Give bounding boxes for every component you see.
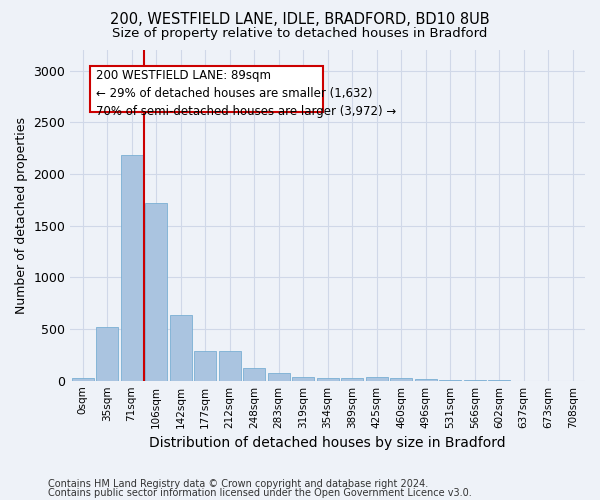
- Text: Size of property relative to detached houses in Bradford: Size of property relative to detached ho…: [112, 28, 488, 40]
- Bar: [415, 378, 437, 380]
- Bar: [145, 203, 167, 380]
- Bar: [71, 378, 94, 380]
- Bar: [194, 351, 216, 380]
- Text: Contains HM Land Registry data © Crown copyright and database right 2024.: Contains HM Land Registry data © Crown c…: [48, 479, 428, 489]
- Bar: [317, 378, 338, 380]
- Bar: [292, 376, 314, 380]
- Bar: [218, 351, 241, 380]
- Bar: [121, 156, 143, 380]
- Bar: [170, 314, 191, 380]
- X-axis label: Distribution of detached houses by size in Bradford: Distribution of detached houses by size …: [149, 436, 506, 450]
- Text: Contains public sector information licensed under the Open Government Licence v3: Contains public sector information licen…: [48, 488, 472, 498]
- Bar: [341, 378, 363, 380]
- Bar: [96, 327, 118, 380]
- Text: 200, WESTFIELD LANE, IDLE, BRADFORD, BD10 8UB: 200, WESTFIELD LANE, IDLE, BRADFORD, BD1…: [110, 12, 490, 28]
- Bar: [243, 368, 265, 380]
- Text: 200 WESTFIELD LANE: 89sqm
← 29% of detached houses are smaller (1,632)
70% of se: 200 WESTFIELD LANE: 89sqm ← 29% of detac…: [96, 69, 396, 118]
- Bar: [365, 377, 388, 380]
- Y-axis label: Number of detached properties: Number of detached properties: [15, 117, 28, 314]
- FancyBboxPatch shape: [90, 66, 323, 112]
- Bar: [268, 373, 290, 380]
- Bar: [390, 378, 412, 380]
